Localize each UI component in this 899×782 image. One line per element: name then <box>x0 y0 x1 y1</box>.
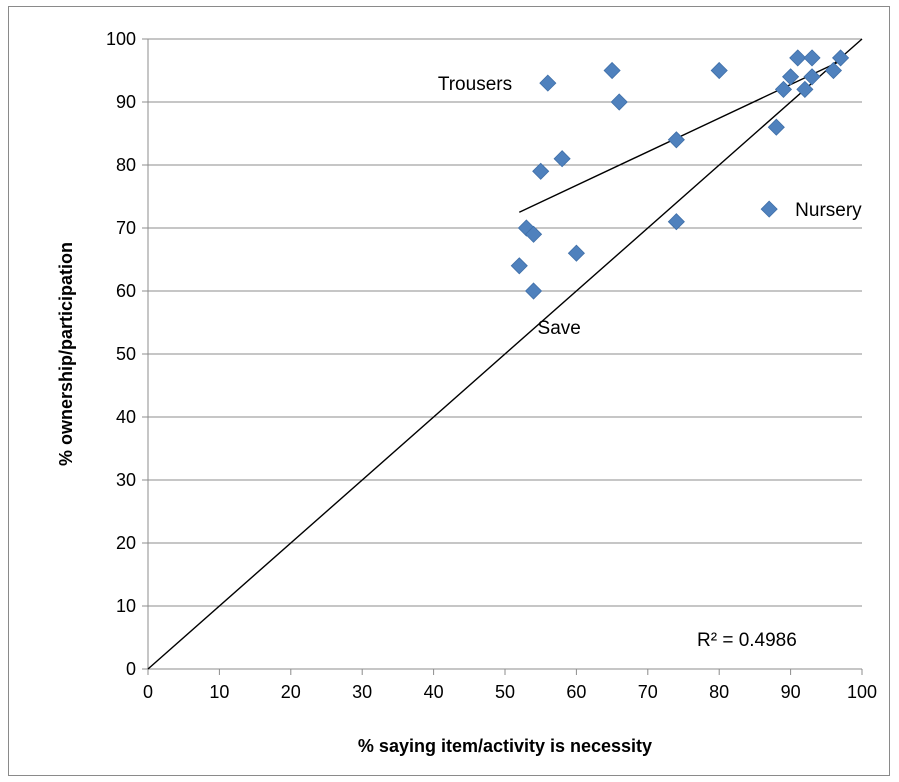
chart-frame <box>8 6 890 776</box>
data-point <box>710 61 728 80</box>
equality-reference-line <box>147 38 863 670</box>
data-point <box>524 225 543 243</box>
x-tick-label: 70 <box>638 682 658 702</box>
data-point <box>760 200 778 218</box>
data-point <box>524 282 543 300</box>
data-point <box>510 257 528 275</box>
data-point <box>832 49 850 67</box>
data-point <box>767 118 785 136</box>
annotation-trousers: Trousers <box>438 74 512 95</box>
x-tick-label: 20 <box>281 682 301 702</box>
y-tick-label: 30 <box>116 470 136 490</box>
data-point <box>774 80 793 98</box>
y-tick-label: 10 <box>116 596 136 616</box>
data-point <box>782 68 800 86</box>
x-tick-label: 100 <box>847 682 877 702</box>
y-tick-label: 100 <box>106 29 136 49</box>
y-tick-label: 80 <box>116 155 136 175</box>
data-point <box>789 49 807 67</box>
data-point <box>539 74 557 92</box>
data-point <box>553 150 571 168</box>
data-point <box>803 68 821 86</box>
data-point <box>567 244 585 262</box>
tick-labels: 0 10 20 30 40 50 60 70 80 90 100 0 10 20 30 40 50 60 70 80 9… <box>106 29 877 702</box>
data-point <box>667 213 685 231</box>
y-tick-label: 90 <box>116 92 136 112</box>
x-tick-label: 60 <box>566 682 586 702</box>
y-tick-label: 50 <box>116 344 136 364</box>
y-tick-label: 70 <box>116 218 136 238</box>
y-tick-label: 60 <box>116 281 136 301</box>
data-point <box>803 49 821 67</box>
data-point <box>796 80 814 98</box>
x-tick-label: 50 <box>495 682 515 702</box>
annotation-save: Save <box>538 318 581 339</box>
y-tick-label: 40 <box>116 407 136 427</box>
data-point <box>610 93 628 111</box>
x-tick-label: 0 <box>143 682 153 702</box>
y-tick-label: 20 <box>116 533 136 553</box>
data-point <box>532 162 550 180</box>
x-axis-title: % saying item/activity is necessity <box>358 736 652 756</box>
axes <box>142 38 863 675</box>
grid-lines <box>148 38 862 607</box>
annotation-nursery: Nursery <box>795 200 862 221</box>
x-tick-label: 10 <box>209 682 229 702</box>
x-tick-label: 40 <box>424 682 444 702</box>
data-point <box>824 61 843 80</box>
x-tick-label: 90 <box>781 682 801 702</box>
x-tick-label: 80 <box>709 682 729 702</box>
data-point <box>667 131 685 149</box>
data-point <box>603 61 621 80</box>
y-tick-label: 0 <box>126 659 136 679</box>
r-squared-label: R² = 0.4986 <box>697 630 797 651</box>
data-points <box>510 49 850 300</box>
x-tick-label: 30 <box>352 682 372 702</box>
y-axis-title: % ownership/participation <box>56 242 76 466</box>
